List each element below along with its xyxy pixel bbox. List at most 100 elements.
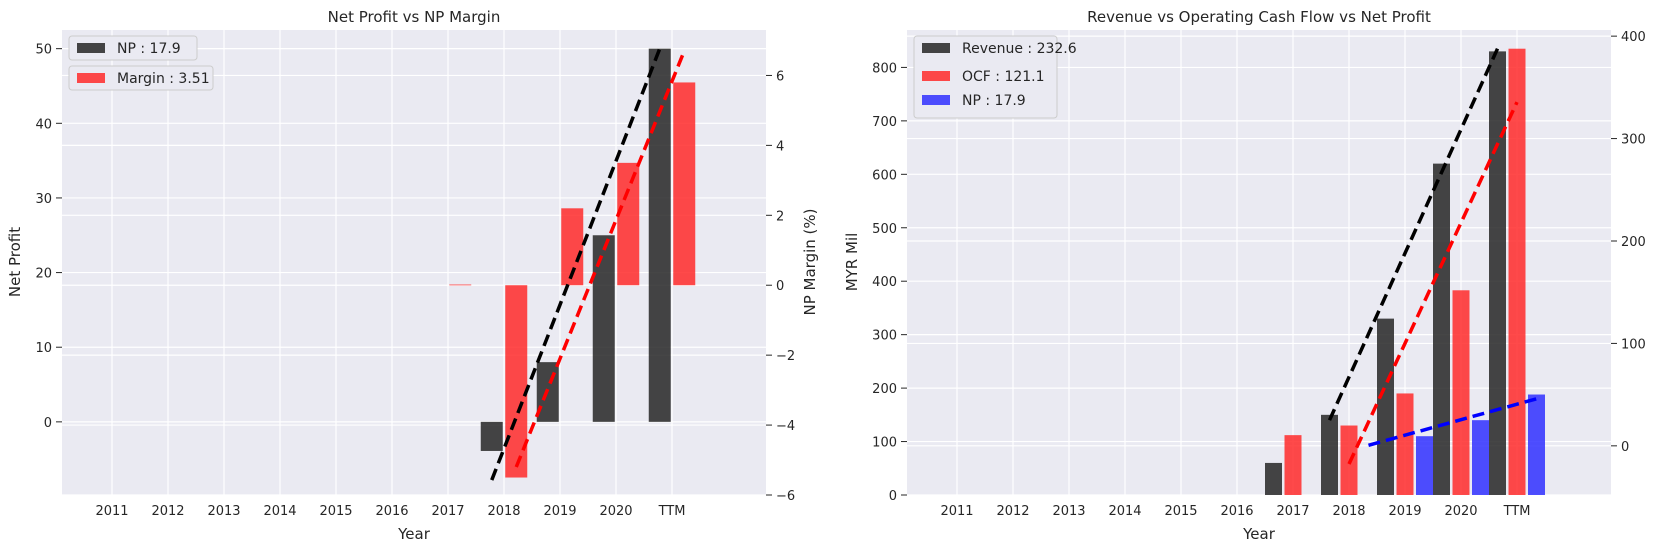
y2-tick-labels: −6 −4 −2 0 2 4 6 [766, 69, 795, 504]
legend-swatch-margin [77, 73, 105, 83]
x-tick-label: 2015 [1164, 504, 1197, 519]
chart-title: Net Profit vs NP Margin [328, 8, 501, 26]
bar-margin-ttm [673, 82, 696, 286]
legend-swatch-revenue [922, 43, 950, 53]
trend-lines [1327, 47, 1537, 465]
legend-label-margin: Margin : 3.51 [117, 71, 210, 87]
legend-swatch-np [922, 95, 950, 105]
x-tick-label: 2014 [263, 504, 296, 519]
bar-np-2020 [592, 235, 615, 422]
bar-np-2019 [1416, 436, 1433, 495]
y-tick-label: 200 [872, 382, 897, 397]
trend-line-revenue [1327, 47, 1500, 421]
trend-lines [490, 48, 686, 481]
bar-np-2018 [480, 421, 503, 451]
y-tick-label: 10 [35, 341, 52, 356]
bar-revenue-ttm [1489, 51, 1506, 496]
bar-revenue-2017 [1265, 462, 1282, 495]
y2-tick-label: 6 [776, 69, 784, 84]
x-tick-label: 2020 [599, 504, 632, 519]
x-axis-label: Year [397, 525, 431, 543]
x-tick-label: 2011 [95, 504, 128, 519]
bar-revenue-2020 [1433, 163, 1450, 495]
y-tick-label: 20 [35, 267, 52, 282]
x-tick-labels: 2011 2012 2013 2014 2015 2016 2017 2018 2019 2020… [940, 504, 1530, 519]
y-tick-label: 30 [35, 192, 52, 207]
y-tick-label: 50 [35, 43, 52, 58]
bar-ocf-2019 [1396, 393, 1414, 495]
legend-swatch-ocf [922, 71, 950, 81]
bar-margin-2020 [617, 162, 640, 286]
y-tick-label: 0 [44, 416, 52, 431]
y-axis-label: MYR Mil [843, 233, 861, 292]
legend: Revenue : 232.6 OCF : 121.1 NP : 17.9 [913, 35, 1077, 119]
y-axis-label: Net Profit [6, 227, 24, 297]
x-tick-label: 2015 [319, 504, 352, 519]
x-tick-label: 2012 [151, 504, 184, 519]
y2-tick-label: 100 [1621, 337, 1646, 352]
x-tick-label: 2017 [431, 504, 464, 519]
chart-title: Revenue vs Operating Cash Flow vs Net Pr… [1087, 8, 1431, 26]
x-tick-label: 2013 [207, 504, 240, 519]
y2-tick-label: 4 [776, 139, 784, 154]
legend-box [68, 35, 198, 61]
bar-np-ttm [648, 48, 671, 422]
y2-tick-label: 200 [1621, 235, 1646, 250]
x-tick-label: TTM [658, 504, 686, 519]
x-tick-label: 2020 [1444, 504, 1477, 519]
trend-line-margin [514, 50, 686, 468]
y-tick-label: 300 [872, 329, 897, 344]
x-tick-label: 2012 [996, 504, 1029, 519]
x-tick-label: 2011 [940, 504, 973, 519]
y-tick-label: 400 [872, 275, 897, 290]
y2-tick-label: 400 [1621, 30, 1646, 45]
bar-margin-2019 [561, 208, 584, 286]
x-tick-label: 2014 [1108, 504, 1141, 519]
legend-label-np: NP : 17.9 [117, 41, 181, 57]
x-tick-label: 2017 [1276, 504, 1309, 519]
y-tick-label: 600 [872, 168, 897, 183]
y-tick-labels: 0 100 200 300 400 500 600 700 800 [872, 61, 907, 504]
trend-line-np [490, 48, 662, 481]
bar-revenue-2018 [1321, 414, 1338, 495]
x-tick-label: 2016 [375, 504, 408, 519]
x-tick-label: 2019 [1388, 504, 1421, 519]
y2-tick-label: −4 [776, 419, 795, 434]
legend-label-np: NP : 17.9 [962, 93, 1026, 109]
y-tick-label: 100 [872, 436, 897, 451]
bar-np-2020 [1472, 420, 1489, 495]
y-tick-labels: 0 10 20 30 40 50 [35, 43, 62, 431]
bar-revenue-2019 [1377, 318, 1394, 495]
x-tick-label: 2016 [1220, 504, 1253, 519]
plot-area [62, 30, 766, 495]
legend: NP : 17.9 Margin : 3.51 [68, 35, 214, 91]
y2-tick-label: 300 [1621, 133, 1646, 148]
grid [62, 30, 766, 496]
bar-margin-2017 [449, 284, 472, 286]
y2-tick-label: −2 [776, 349, 795, 364]
y-tick-label: 0 [889, 489, 897, 504]
legend-swatch-np [77, 43, 105, 53]
bar-ocf-ttm [1508, 48, 1526, 495]
x-tick-labels: 2011 2012 2013 2014 2015 2016 2017 2018 2019 2020… [95, 504, 685, 519]
bar-np-ttm [1528, 394, 1545, 495]
y-tick-label: 40 [35, 117, 52, 132]
x-tick-label: 2013 [1052, 504, 1085, 519]
y2-tick-label: 0 [1621, 440, 1629, 455]
trend-line-np [1368, 397, 1537, 447]
y2-tick-label: 0 [776, 279, 784, 294]
x-tick-label: 2019 [543, 504, 576, 519]
x-tick-label: TTM [1503, 504, 1531, 519]
y2-tick-label: −6 [776, 489, 795, 504]
legend-label-ocf: OCF : 121.1 [962, 69, 1045, 85]
bar-ocf-2020 [1452, 290, 1470, 495]
trend-line-ocf [1347, 101, 1519, 465]
bar-ocf-2017 [1284, 435, 1302, 495]
y-tick-label: 800 [872, 61, 897, 76]
y-tick-label: 500 [872, 222, 897, 237]
x-tick-label: 2018 [1332, 504, 1365, 519]
